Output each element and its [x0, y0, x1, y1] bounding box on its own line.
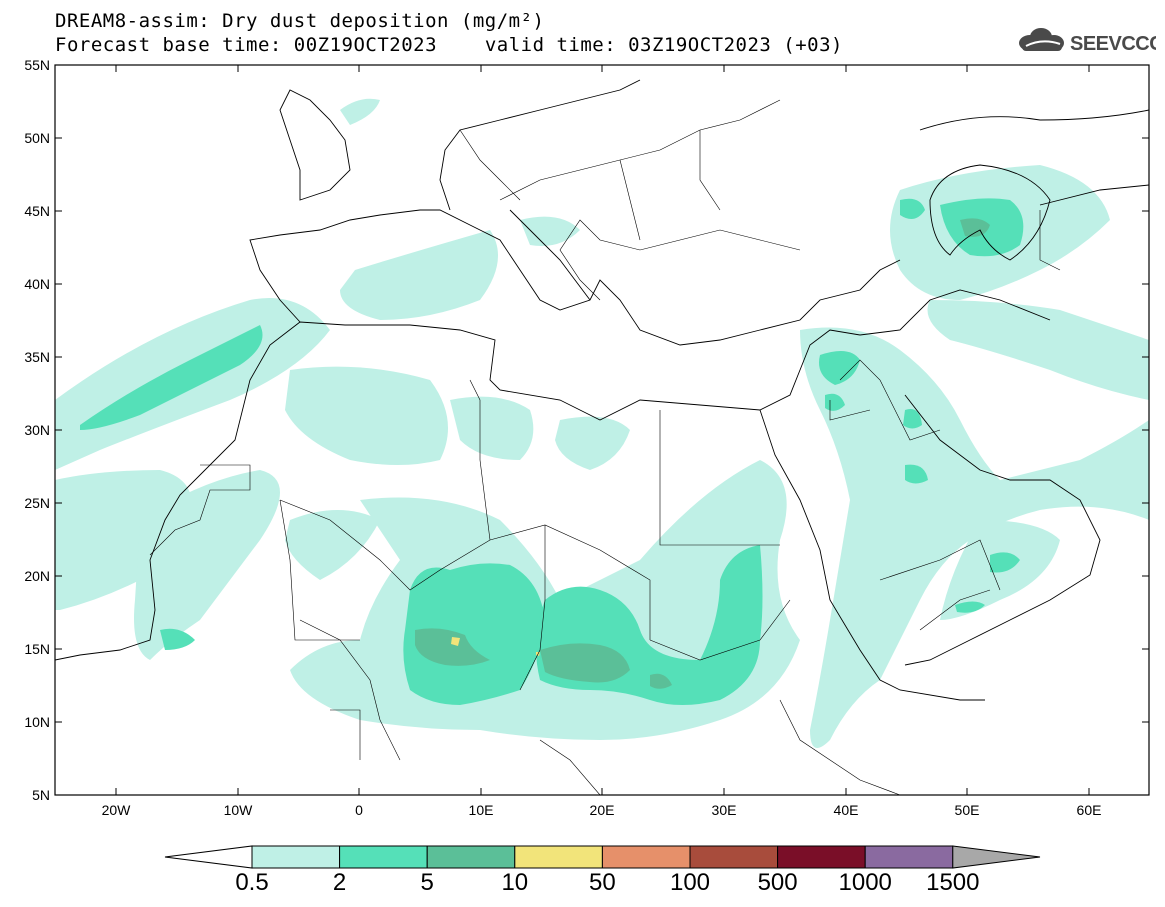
lon-label: 0: [355, 802, 363, 818]
lat-label: 15N: [24, 641, 50, 657]
colorbar-label: 5: [420, 869, 434, 896]
colorbar-label: 1000: [838, 869, 892, 896]
colorbar-label: 1500: [926, 869, 980, 896]
lon-label: 40E: [834, 802, 859, 818]
lat-label: 25N: [24, 495, 50, 511]
longitude-axis: 20W 10W 0 10E 20E 30E 40E 50E 60E: [102, 65, 1102, 818]
lat-label: 40N: [24, 276, 50, 292]
lon-label: 20E: [590, 802, 615, 818]
colorbar-bin: [514, 845, 603, 869]
lon-label: 10E: [469, 802, 494, 818]
forecast-times: Forecast base time: 00Z19OCT2023 valid t…: [55, 34, 843, 56]
colorbar-bin: [426, 845, 516, 869]
colorbar-under-arrow: [164, 845, 253, 869]
lat-label: 50N: [24, 130, 50, 146]
colorbar-label: 500: [757, 869, 798, 896]
colorbar-label: 2: [332, 869, 347, 896]
lon-label: 50E: [955, 802, 980, 818]
colorbar-bin: [689, 845, 779, 869]
dust-field: [55, 79, 1149, 795]
coastlines-and-borders: [55, 79, 1149, 701]
lat-label: 55N: [24, 57, 50, 73]
colorbar-bin: [339, 845, 428, 869]
seevccc-logo: SEEVCCC: [1019, 28, 1156, 55]
colorbar: [164, 845, 1041, 869]
colorbar-label: 100: [669, 869, 711, 896]
logo-text: SEEVCCC: [1070, 33, 1156, 55]
lat-label: 20N: [24, 568, 50, 584]
lat-label: 35N: [24, 349, 50, 365]
map-title: DREAM8-assim: Dry dust deposition (mg/m²…: [55, 10, 545, 32]
lon-label: 10W: [224, 802, 254, 818]
country-borders: [149, 99, 1061, 795]
colorbar-bin: [864, 845, 954, 869]
lon-label: 20W: [102, 802, 132, 818]
base-time: Forecast base time: 00Z19OCT2023: [55, 34, 438, 56]
lon-label: 60E: [1077, 802, 1102, 818]
valid-time: valid time: 03Z19OCT2023 (+03): [484, 34, 843, 56]
colorbar-bin: [251, 845, 341, 869]
lon-label: 30E: [712, 802, 737, 818]
colorbar-label: 10: [501, 869, 529, 896]
colorbar-over-arrow: [952, 845, 1041, 869]
latitude-axis: 55N 50N 45N 40N 35N 30N 25N 20N 15N 10N …: [24, 57, 1149, 803]
lat-label: 5N: [32, 787, 50, 803]
colorbar-label: 50: [589, 869, 616, 896]
lat-label: 30N: [24, 422, 50, 438]
colorbar-bin: [777, 845, 866, 869]
colorbar-bin: [601, 845, 691, 869]
dust-dark-areas: [415, 218, 990, 689]
colorbar-label: 0.5: [235, 869, 269, 896]
lat-label: 10N: [24, 714, 50, 730]
lat-label: 45N: [24, 203, 50, 219]
